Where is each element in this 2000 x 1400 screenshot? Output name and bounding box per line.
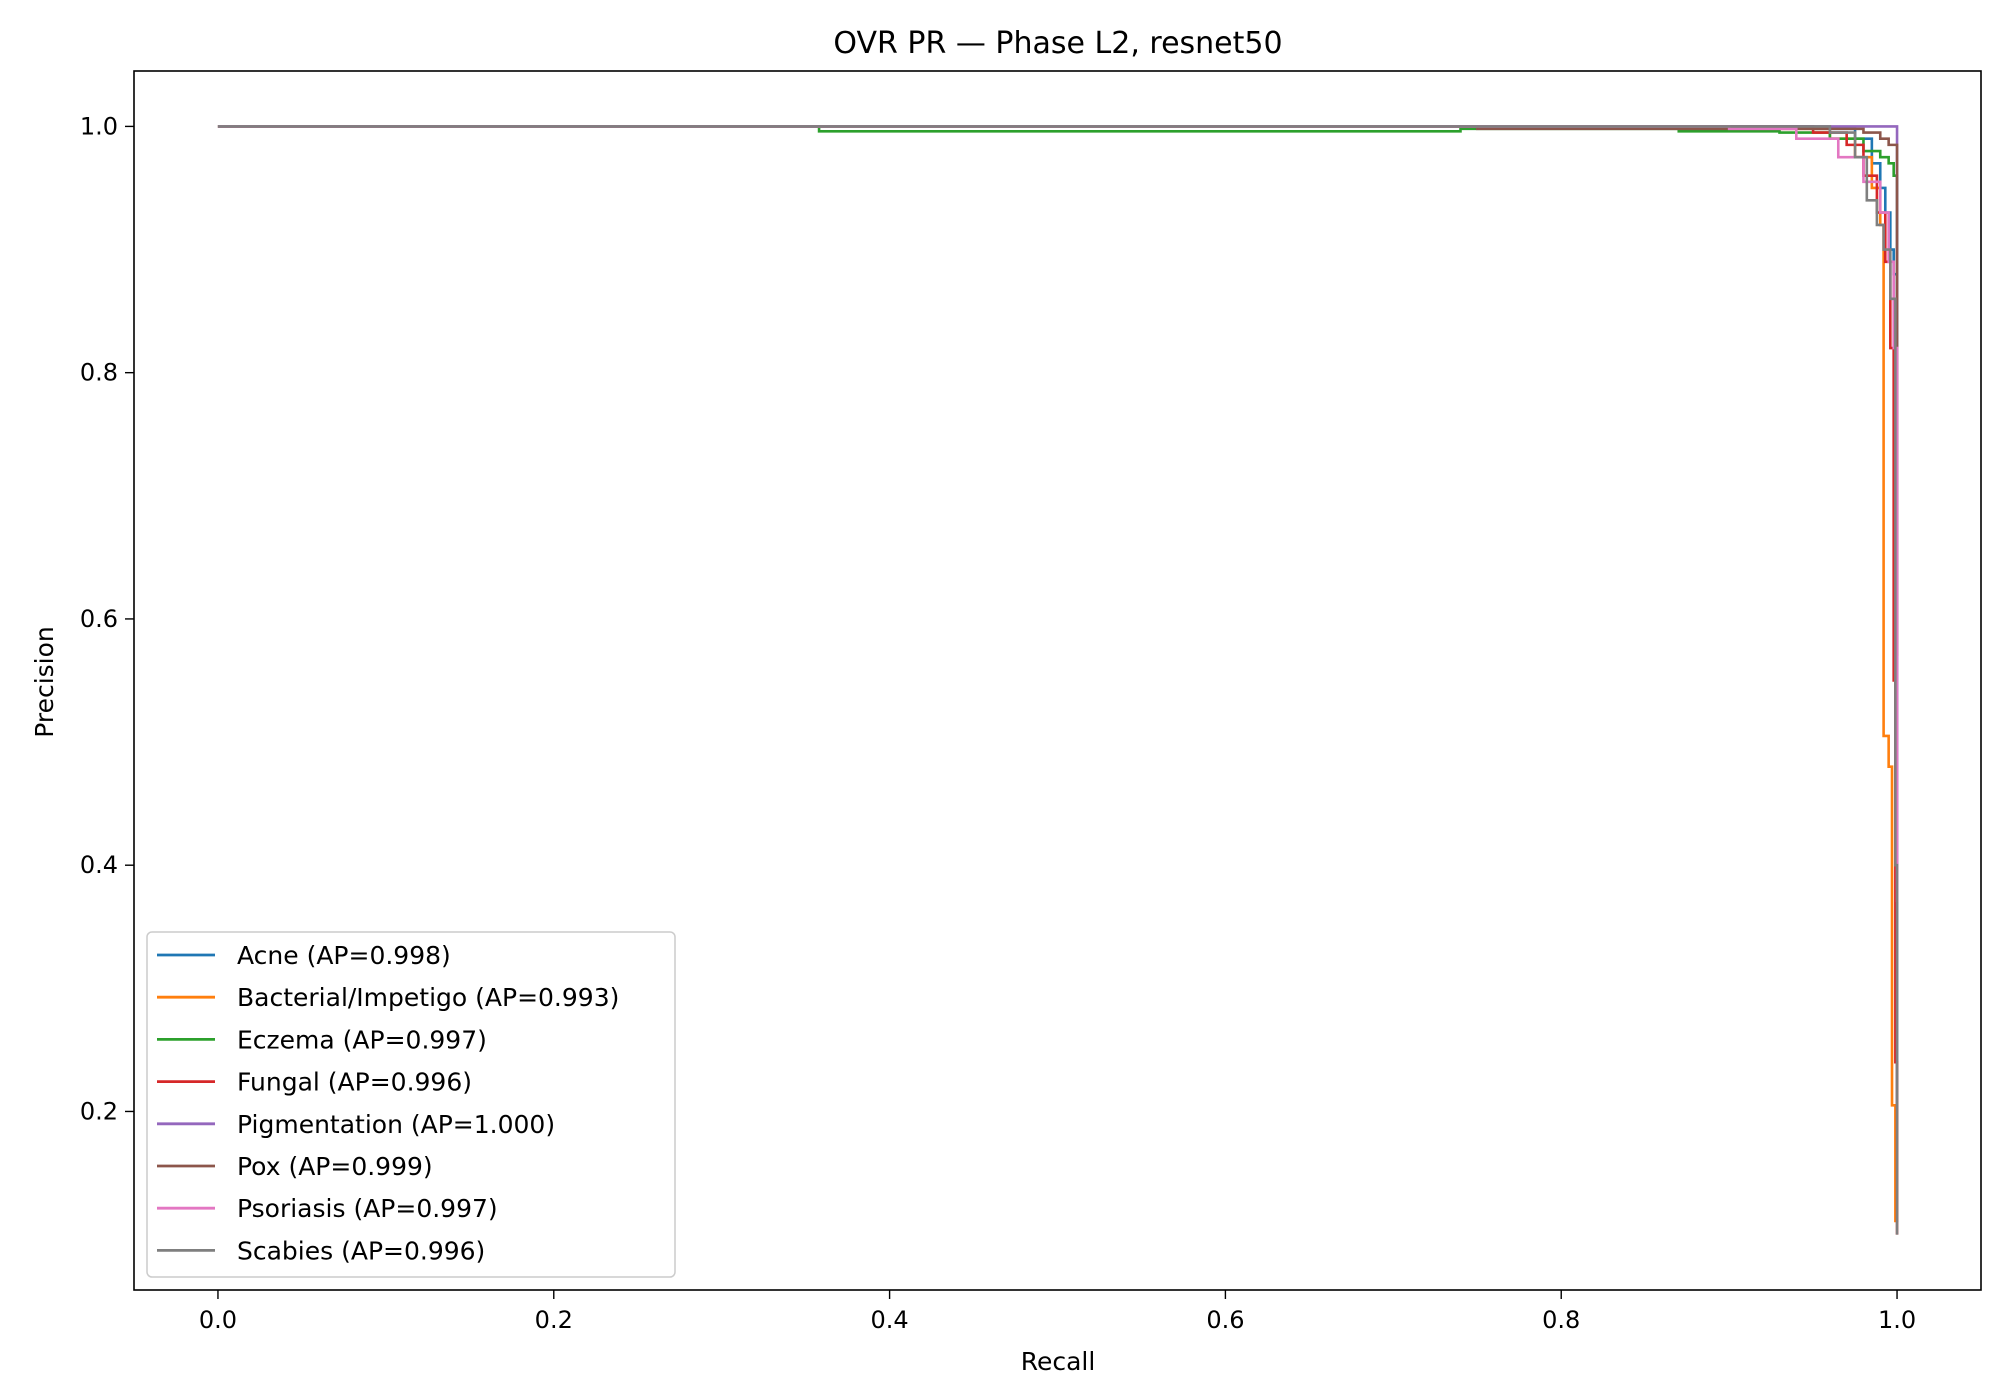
y-tick-label: 0.8 — [80, 359, 118, 387]
series-layer — [217, 125, 1899, 1235]
x-tick-label: 0.8 — [1542, 1306, 1580, 1334]
x-axis-label: Recall — [1021, 1347, 1096, 1376]
y-axis: 0.2 0.4 0.6 0.8 1.0 — [80, 112, 134, 1125]
y-tick-label: 1.0 — [80, 112, 118, 140]
series-line-8 — [217, 125, 1899, 1235]
legend-label-1: Acne (AP=0.998) — [237, 941, 451, 970]
chart-title: OVR PR — Phase L2, resnet50 — [833, 26, 1282, 61]
y-tick-label: 0.6 — [80, 605, 118, 633]
x-tick-label: 1.0 — [1878, 1306, 1916, 1334]
legend-label-3: Eczema (AP=0.997) — [237, 1025, 487, 1054]
x-tick-label: 0.2 — [535, 1306, 573, 1334]
x-axis: 0.0 0.2 0.4 0.6 0.8 1.0 — [199, 1290, 1916, 1334]
legend-label-6: Pox (AP=0.999) — [237, 1152, 433, 1181]
x-tick-label: 0.0 — [199, 1306, 237, 1334]
legend-label-8: Scabies (AP=0.996) — [237, 1236, 485, 1265]
legend-label-7: Psoriasis (AP=0.997) — [237, 1194, 498, 1223]
y-axis-label: Precision — [30, 626, 59, 738]
x-tick-label: 0.6 — [1206, 1306, 1244, 1334]
axes-frame — [133, 70, 1982, 1291]
series-line-7 — [217, 125, 1899, 903]
legend-label-5: Pigmentation (AP=1.000) — [237, 1110, 555, 1139]
legend: Acne (AP=0.998) Bacterial/Impetigo (AP=0.… — [146, 931, 676, 1278]
y-tick-label: 0.2 — [80, 1097, 118, 1125]
legend-box — [146, 931, 676, 1278]
x-tick-label: 0.4 — [871, 1306, 909, 1334]
legend-label-2: Bacterial/Impetigo (AP=0.993) — [237, 983, 619, 1012]
y-tick-label: 0.4 — [80, 851, 118, 879]
legend-label-4: Fungal (AP=0.996) — [237, 1068, 472, 1097]
